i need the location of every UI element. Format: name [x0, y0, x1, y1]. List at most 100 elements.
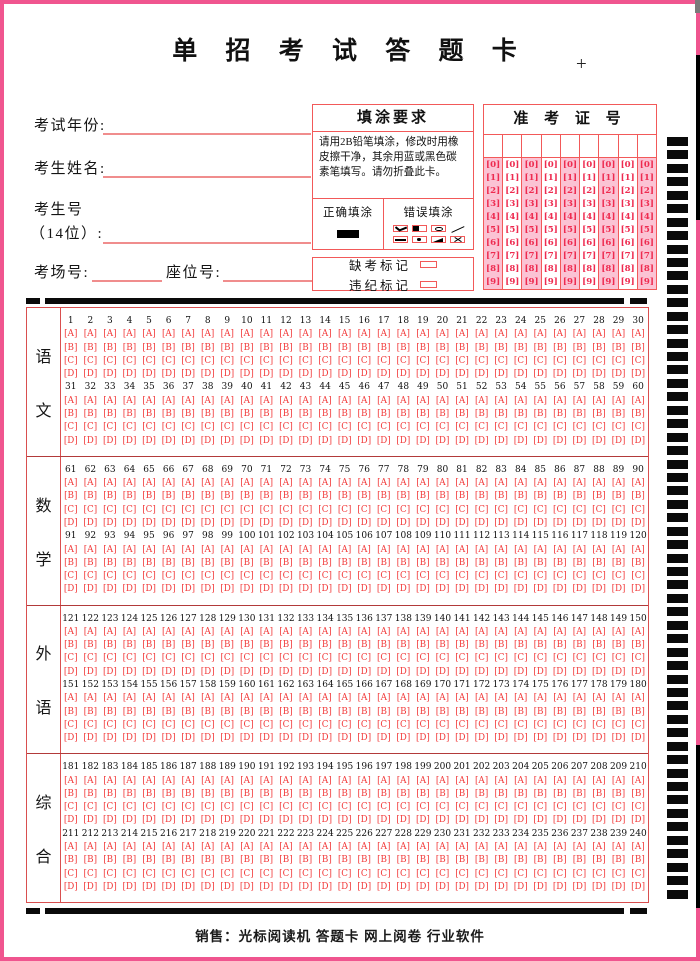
answer-bubble-36-a[interactable]: [A] — [161, 395, 176, 406]
answer-bubble-108-a[interactable]: [A] — [396, 544, 410, 555]
answer-bubble-128-d[interactable]: [D] — [200, 666, 215, 677]
answer-bubble-109-c[interactable]: [C] — [416, 571, 430, 582]
answer-bubble-162-d[interactable]: [D] — [279, 733, 293, 744]
answer-bubble-210-d[interactable]: [D] — [631, 815, 646, 826]
answer-bubble-3-b[interactable]: [B] — [103, 342, 117, 353]
admission-digit-bubble-8-1[interactable]: [1] — [620, 172, 635, 183]
answer-bubble-89-a[interactable]: [A] — [611, 478, 626, 489]
answer-bubble-4-d[interactable]: [D] — [122, 369, 137, 380]
answer-bubble-60-c[interactable]: [C] — [631, 422, 645, 433]
admission-write-cell-7[interactable] — [598, 135, 617, 157]
answer-bubble-159-d[interactable]: [D] — [220, 733, 235, 744]
admission-digit-bubble-8-6[interactable]: [6] — [620, 238, 635, 249]
admission-digit-bubble-6-7[interactable]: [7] — [582, 251, 597, 262]
answer-bubble-100-c[interactable]: [C] — [240, 571, 254, 582]
answer-bubble-74-a[interactable]: [A] — [318, 478, 332, 489]
answer-bubble-95-a[interactable]: [A] — [142, 544, 156, 555]
answer-bubble-237-b[interactable]: [B] — [572, 855, 587, 866]
answer-bubble-130-c[interactable]: [C] — [240, 653, 254, 664]
answer-bubble-240-c[interactable]: [C] — [631, 868, 645, 879]
answer-bubble-99-d[interactable]: [D] — [220, 584, 235, 595]
admission-digit-bubble-1-3[interactable]: [3] — [486, 198, 501, 209]
answer-bubble-50-d[interactable]: [D] — [435, 435, 450, 446]
answer-bubble-113-a[interactable]: [A] — [494, 544, 508, 555]
answer-bubble-216-c[interactable]: [C] — [161, 868, 176, 879]
answer-bubble-196-d[interactable]: [D] — [357, 815, 372, 826]
answer-bubble-44-b[interactable]: [B] — [318, 409, 332, 420]
admission-digit-bubble-4-5[interactable]: [5] — [543, 225, 558, 236]
answer-bubble-81-c[interactable]: [C] — [455, 504, 469, 515]
answer-bubble-149-c[interactable]: [C] — [611, 653, 626, 664]
admission-digit-bubble-9-8[interactable]: [8] — [639, 264, 654, 275]
answer-bubble-12-a[interactable]: [A] — [279, 329, 293, 340]
answer-bubble-98-a[interactable]: [A] — [201, 544, 215, 555]
answer-bubble-26-c[interactable]: [C] — [553, 355, 567, 366]
answer-bubble-50-a[interactable]: [A] — [435, 395, 450, 406]
answer-bubble-186-a[interactable]: [A] — [161, 775, 176, 786]
answer-bubble-92-b[interactable]: [B] — [83, 557, 98, 568]
answer-bubble-223-b[interactable]: [B] — [298, 855, 313, 866]
answer-bubble-36-c[interactable]: [C] — [161, 422, 176, 433]
answer-bubble-204-a[interactable]: [A] — [514, 775, 528, 786]
answer-bubble-167-a[interactable]: [A] — [377, 693, 391, 704]
answer-bubble-134-d[interactable]: [D] — [318, 666, 333, 677]
answer-bubble-126-d[interactable]: [D] — [161, 666, 176, 677]
admission-digit-bubble-4-0[interactable]: [0] — [543, 159, 558, 170]
answer-bubble-173-d[interactable]: [D] — [494, 733, 509, 744]
answer-bubble-65-a[interactable]: [A] — [142, 478, 156, 489]
answer-bubble-109-d[interactable]: [D] — [415, 584, 430, 595]
answer-bubble-205-b[interactable]: [B] — [533, 788, 547, 799]
answer-bubble-44-c[interactable]: [C] — [318, 422, 332, 433]
answer-bubble-88-b[interactable]: [B] — [592, 491, 606, 502]
answer-bubble-187-a[interactable]: [A] — [181, 775, 195, 786]
answer-bubble-207-d[interactable]: [D] — [572, 815, 587, 826]
answer-bubble-88-a[interactable]: [A] — [592, 478, 606, 489]
answer-bubble-92-c[interactable]: [C] — [83, 571, 98, 582]
answer-bubble-93-d[interactable]: [D] — [102, 584, 117, 595]
answer-bubble-208-a[interactable]: [A] — [592, 775, 606, 786]
answer-bubble-179-d[interactable]: [D] — [611, 733, 626, 744]
answer-bubble-99-b[interactable]: [B] — [220, 557, 234, 568]
answer-bubble-195-d[interactable]: [D] — [337, 815, 352, 826]
answer-bubble-36-b[interactable]: [B] — [161, 409, 176, 420]
answer-bubble-103-b[interactable]: [B] — [298, 557, 313, 568]
answer-bubble-96-b[interactable]: [B] — [161, 557, 176, 568]
answer-bubble-131-a[interactable]: [A] — [259, 626, 274, 637]
answer-bubble-100-d[interactable]: [D] — [239, 584, 254, 595]
answer-bubble-63-a[interactable]: [A] — [103, 478, 117, 489]
answer-bubble-136-a[interactable]: [A] — [357, 626, 371, 637]
answer-bubble-96-a[interactable]: [A] — [161, 544, 176, 555]
answer-bubble-215-c[interactable]: [C] — [142, 868, 156, 879]
answer-bubble-28-b[interactable]: [B] — [592, 342, 606, 353]
answer-bubble-184-a[interactable]: [A] — [122, 775, 137, 786]
answer-bubble-178-b[interactable]: [B] — [592, 706, 606, 717]
answer-bubble-8-b[interactable]: [B] — [201, 342, 215, 353]
answer-bubble-225-b[interactable]: [B] — [337, 855, 352, 866]
answer-bubble-173-b[interactable]: [B] — [494, 706, 508, 717]
answer-bubble-57-b[interactable]: [B] — [572, 409, 587, 420]
admission-digit-bubble-4-3[interactable]: [3] — [543, 198, 558, 209]
answer-bubble-159-a[interactable]: [A] — [220, 693, 234, 704]
answer-bubble-42-c[interactable]: [C] — [279, 422, 293, 433]
answer-bubble-78-d[interactable]: [D] — [396, 517, 411, 528]
answer-bubble-29-a[interactable]: [A] — [611, 329, 626, 340]
answer-bubble-203-c[interactable]: [C] — [494, 802, 508, 813]
answer-bubble-203-b[interactable]: [B] — [494, 788, 508, 799]
answer-bubble-217-d[interactable]: [D] — [181, 881, 196, 892]
answer-bubble-34-b[interactable]: [B] — [122, 409, 137, 420]
answer-bubble-41-c[interactable]: [C] — [259, 422, 274, 433]
admission-digit-bubble-9-0[interactable]: [0] — [639, 159, 654, 170]
answer-bubble-148-a[interactable]: [A] — [592, 626, 606, 637]
answer-bubble-77-d[interactable]: [D] — [376, 517, 391, 528]
answer-bubble-238-c[interactable]: [C] — [592, 868, 606, 879]
answer-bubble-228-c[interactable]: [C] — [396, 868, 411, 879]
answer-bubble-118-a[interactable]: [A] — [592, 544, 606, 555]
answer-bubble-136-b[interactable]: [B] — [357, 640, 371, 651]
answer-bubble-21-d[interactable]: [D] — [455, 369, 469, 380]
answer-bubble-211-a[interactable]: [A] — [64, 842, 78, 853]
answer-bubble-178-d[interactable]: [D] — [592, 733, 606, 744]
answer-bubble-174-c[interactable]: [C] — [513, 719, 528, 730]
answer-bubble-63-b[interactable]: [B] — [103, 491, 117, 502]
answer-bubble-104-d[interactable]: [D] — [318, 584, 333, 595]
answer-bubble-63-c[interactable]: [C] — [103, 504, 117, 515]
